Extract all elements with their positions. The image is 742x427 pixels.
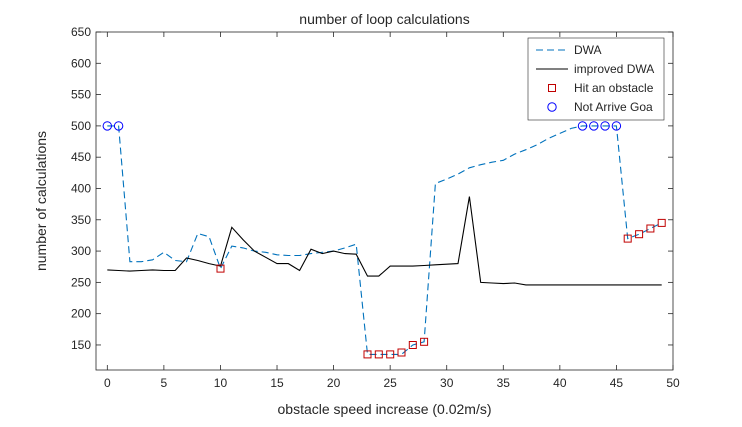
series-line-0 — [107, 125, 662, 355]
y-axis-label: number of calculations — [33, 131, 49, 271]
hit-obstacle-marker — [363, 350, 372, 359]
legend-label: Hit an obstacle — [574, 81, 654, 95]
y-tick-label: 350 — [71, 213, 91, 227]
legend-label: Not Arrive Goa — [574, 100, 653, 114]
y-tick-label: 650 — [71, 25, 91, 39]
series-layer — [102, 121, 666, 359]
x-tick-label: 20 — [327, 376, 341, 390]
x-tick-label: 50 — [666, 376, 680, 390]
y-tick-label: 400 — [71, 181, 91, 195]
axes-box — [95, 31, 674, 371]
legend-label: DWA — [574, 43, 602, 57]
x-tick-label: 40 — [553, 376, 567, 390]
legend-square-symbol — [548, 84, 556, 92]
chart-title: number of loop calculations — [299, 11, 469, 27]
x-axis-label: obstacle speed increase (0.02m/s) — [278, 401, 492, 417]
hit-obstacle-marker — [635, 230, 644, 239]
hit-obstacle-marker — [374, 350, 383, 359]
x-tick-label: 25 — [383, 376, 397, 390]
not-arrive-goal-marker — [611, 121, 622, 131]
x-tick-label: 30 — [440, 376, 454, 390]
not-arrive-goal-marker — [589, 121, 599, 131]
hit-obstacle-marker — [397, 348, 406, 357]
legend: DWA improved DWA Hit an obstacle Not Arrive… — [527, 37, 665, 121]
hit-obstacle-marker — [408, 341, 417, 349]
hit-obstacle-marker — [386, 350, 395, 359]
x-tick-label: 5 — [161, 376, 168, 390]
x-tick-label: 45 — [610, 376, 624, 390]
hit-obstacle-marker — [657, 218, 666, 227]
x-tick-label: 10 — [214, 376, 228, 390]
series-line-1 — [107, 196, 662, 286]
x-tick-label: 15 — [270, 376, 284, 390]
x-tick-label: 0 — [104, 376, 111, 390]
hit-obstacle-marker — [216, 264, 225, 273]
y-tick-label: 200 — [71, 307, 91, 321]
y-tick-label: 150 — [71, 338, 91, 352]
legend-box — [527, 37, 665, 121]
not-arrive-goal-marker — [577, 121, 588, 131]
y-tick-label: 250 — [71, 275, 91, 289]
y-tick-label: 550 — [71, 88, 91, 102]
axes-layer: 0 5 10 15 20 25 30 35 40 45 50 150 200 250 300 350 400 45… — [71, 25, 680, 390]
y-tick-label: 500 — [71, 119, 91, 133]
hit-obstacle-marker — [623, 234, 632, 243]
not-arrive-goal-marker — [102, 121, 113, 131]
not-arrive-goal-marker — [113, 121, 124, 131]
legend-label: improved DWA — [574, 62, 654, 76]
hit-obstacle-marker — [420, 337, 429, 346]
y-tick-label: 600 — [71, 56, 91, 70]
y-tick-label: 450 — [71, 150, 91, 164]
y-tick-label: 300 — [71, 244, 91, 258]
hit-obstacle-marker — [646, 224, 655, 233]
x-tick-label: 35 — [497, 376, 511, 390]
legend-circle-symbol — [547, 102, 557, 112]
not-arrive-goal-marker — [600, 121, 610, 131]
